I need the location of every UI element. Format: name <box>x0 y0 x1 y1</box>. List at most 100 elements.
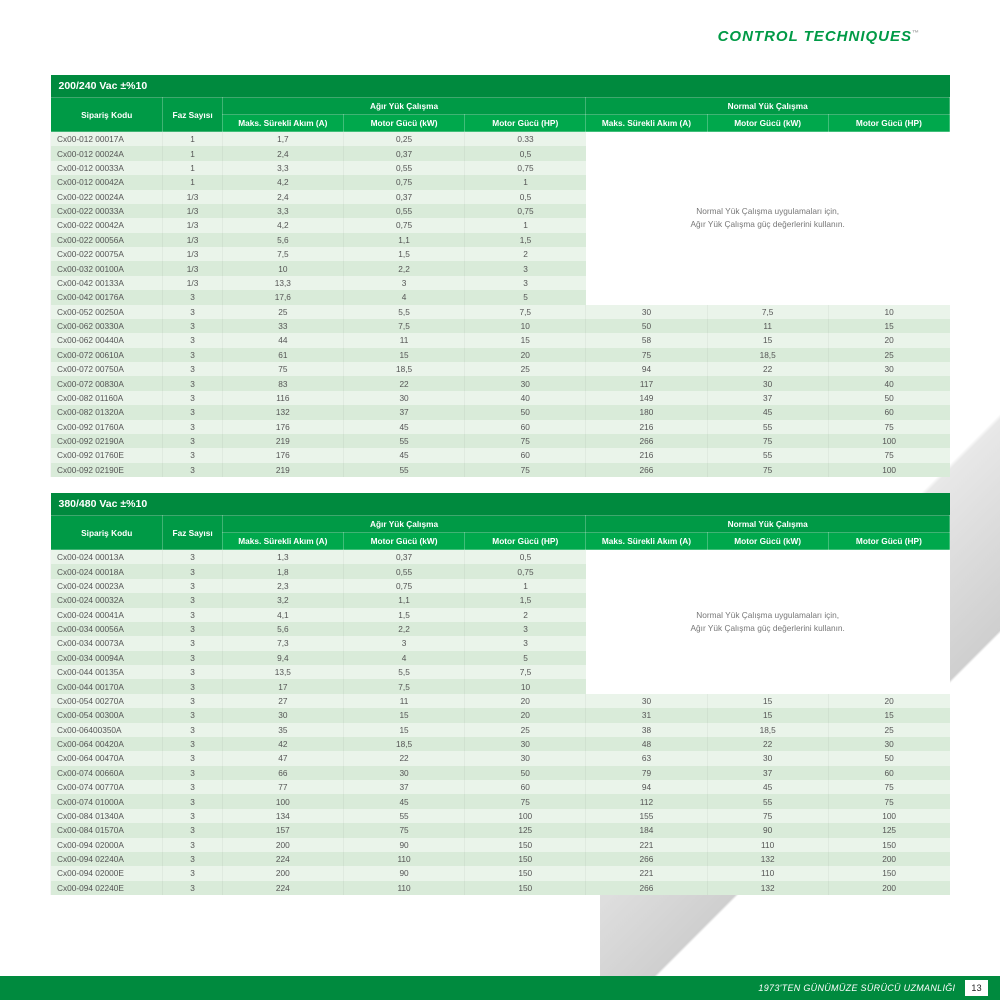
cell-heavy: 20 <box>465 348 586 362</box>
cell-normal: 25 <box>828 723 949 737</box>
cell-code: Cx00-044 00170A <box>51 679 163 693</box>
cell-phase: 1/3 <box>163 247 222 261</box>
cell-heavy: 45 <box>343 794 464 808</box>
cell-heavy: 4,2 <box>222 218 343 232</box>
cell-phase: 1/3 <box>163 261 222 275</box>
table-row: Cx00-062 00330A3337,510501115 <box>51 319 950 333</box>
cell-normal: 150 <box>828 866 949 880</box>
cell-heavy: 15 <box>465 333 586 347</box>
cell-heavy: 75 <box>222 362 343 376</box>
cell-heavy: 7,5 <box>465 305 586 319</box>
cell-phase: 3 <box>163 420 222 434</box>
cell-heavy: 18,5 <box>343 362 464 376</box>
cell-phase: 3 <box>163 636 222 650</box>
cell-phase: 3 <box>163 376 222 390</box>
cell-code: Cx00-092 02190E <box>51 463 163 477</box>
cell-heavy: 1,8 <box>222 564 343 578</box>
cell-heavy: 7,5 <box>465 665 586 679</box>
cell-heavy: 45 <box>343 420 464 434</box>
cell-normal: 90 <box>707 823 828 837</box>
cell-heavy: 200 <box>222 866 343 880</box>
brand-logo: CONTROL TECHNIQUES™ <box>718 28 920 45</box>
table-row: Cx00-082 01320A313237501804560 <box>51 405 950 419</box>
spec-table: 200/240 Vac ±%10Sipariş KoduFaz SayısıAğ… <box>50 75 950 477</box>
cell-code: Cx00-012 00024A <box>51 146 163 160</box>
cell-normal: 30 <box>586 694 707 708</box>
cell-code: Cx00-084 01570A <box>51 823 163 837</box>
cell-heavy: 224 <box>222 881 343 895</box>
table-row: Cx00-092 01760A317645602165575 <box>51 420 950 434</box>
cell-normal: 18,5 <box>707 723 828 737</box>
cell-code: Cx00-094 02000E <box>51 866 163 880</box>
cell-normal: 37 <box>707 391 828 405</box>
cell-heavy: 0,75 <box>343 218 464 232</box>
cell-normal: 58 <box>586 333 707 347</box>
table-row: Cx00-094 02000E320090150221110150 <box>51 866 950 880</box>
table-row: Cx00-024 00013A31,30,370,5Normal Yük Çal… <box>51 550 950 565</box>
cell-heavy: 150 <box>465 852 586 866</box>
cell-normal: 94 <box>586 780 707 794</box>
cell-heavy: 1,1 <box>343 593 464 607</box>
cell-normal: 112 <box>586 794 707 808</box>
cell-heavy: 66 <box>222 766 343 780</box>
cell-heavy: 157 <box>222 823 343 837</box>
col-sub: Motor Gücü (kW) <box>343 533 464 550</box>
cell-phase: 3 <box>163 809 222 823</box>
cell-heavy: 4,1 <box>222 608 343 622</box>
col-heavy: Ağır Yük Çalışma <box>222 98 586 115</box>
cell-phase: 3 <box>163 434 222 448</box>
cell-heavy: 5,5 <box>343 665 464 679</box>
cell-normal: 55 <box>707 448 828 462</box>
cell-phase: 3 <box>163 362 222 376</box>
cell-normal: 150 <box>828 838 949 852</box>
cell-heavy: 3 <box>465 276 586 290</box>
cell-heavy: 55 <box>343 463 464 477</box>
cell-heavy: 90 <box>343 866 464 880</box>
cell-normal: 25 <box>828 348 949 362</box>
col-code: Sipariş Kodu <box>51 98 163 132</box>
cell-heavy: 75 <box>465 434 586 448</box>
cell-normal: 55 <box>707 420 828 434</box>
cell-normal: 132 <box>707 881 828 895</box>
cell-normal: 30 <box>707 751 828 765</box>
cell-phase: 3 <box>163 622 222 636</box>
cell-normal: 180 <box>586 405 707 419</box>
table-row: Cx00-084 01570A31577512518490125 <box>51 823 950 837</box>
cell-normal: 48 <box>586 737 707 751</box>
cell-heavy: 0,37 <box>343 550 464 565</box>
cell-normal: 50 <box>828 751 949 765</box>
cell-heavy: 0,75 <box>343 579 464 593</box>
cell-heavy: 3 <box>465 622 586 636</box>
cell-normal: 31 <box>586 708 707 722</box>
cell-heavy: 100 <box>465 809 586 823</box>
table-row: Cx00-074 00770A3773760944575 <box>51 780 950 794</box>
cell-heavy: 10 <box>222 261 343 275</box>
cell-normal: 15 <box>707 708 828 722</box>
cell-phase: 1/3 <box>163 233 222 247</box>
cell-heavy: 132 <box>222 405 343 419</box>
cell-heavy: 30 <box>343 391 464 405</box>
cell-code: Cx00-022 00024A <box>51 190 163 204</box>
table-row: Cx00-064 00420A34218,530482230 <box>51 737 950 751</box>
cell-heavy: 176 <box>222 420 343 434</box>
col-phase: Faz Sayısı <box>163 516 222 550</box>
table-row: Cx00-012 00017A11,70,250.33Normal Yük Ça… <box>51 132 950 147</box>
col-sub: Motor Gücü (kW) <box>707 533 828 550</box>
cell-phase: 3 <box>163 852 222 866</box>
cell-heavy: 60 <box>465 780 586 794</box>
col-code: Sipariş Kodu <box>51 516 163 550</box>
cell-heavy: 1 <box>465 579 586 593</box>
cell-heavy: 1,5 <box>343 247 464 261</box>
cell-heavy: 1,5 <box>343 608 464 622</box>
cell-normal: 30 <box>828 362 949 376</box>
cell-code: Cx00-042 00133A <box>51 276 163 290</box>
cell-normal: 50 <box>828 391 949 405</box>
cell-heavy: 3 <box>465 636 586 650</box>
cell-heavy: 2 <box>465 247 586 261</box>
cell-heavy: 55 <box>343 809 464 823</box>
table-row: Cx00-094 02000A320090150221110150 <box>51 838 950 852</box>
cell-code: Cx00-054 00270A <box>51 694 163 708</box>
cell-normal: 11 <box>707 319 828 333</box>
cell-heavy: 44 <box>222 333 343 347</box>
cell-heavy: 1,3 <box>222 550 343 565</box>
